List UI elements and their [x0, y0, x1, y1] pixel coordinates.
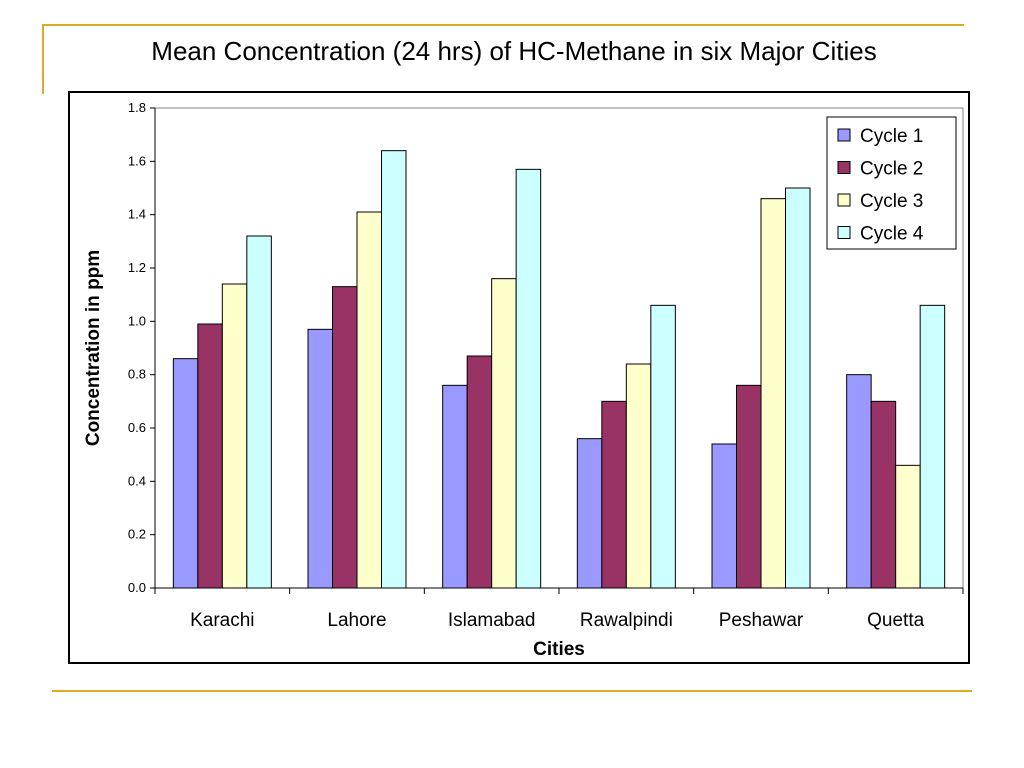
- bar-cycle-3-peshawar: [760, 198, 786, 589]
- bar-cycle-4-islamabad: [515, 168, 542, 589]
- legend-label: Cycle 2: [860, 159, 923, 180]
- chart-legend: Cycle 1 Cycle 2 Cycle 3 Cycle 4: [826, 116, 957, 250]
- x-axis-title: Cities: [533, 639, 585, 660]
- bar-cycle-2-lahore: [332, 286, 358, 589]
- y-tick-label: 1.4: [128, 207, 146, 222]
- y-tick-label: 0.2: [128, 527, 146, 542]
- bar-cycle-1-quetta: [846, 374, 872, 589]
- chart-labels: 0.0 0.2 0.4 0.6 0.8 1.0 1.2 1.4 1.6 1.8 Karachi Lah…: [83, 100, 925, 660]
- y-tick-label: 0.4: [128, 473, 146, 488]
- bar-cycle-2-quetta: [870, 400, 897, 589]
- bar-cycle-3-karachi: [221, 283, 248, 589]
- y-tick-label: 1.8: [128, 100, 146, 115]
- bar-cycle-2-islamabad: [466, 355, 493, 589]
- x-tick-label: Karachi: [190, 610, 254, 631]
- legend-swatch: [837, 193, 851, 207]
- bar-cycle-3-islamabad: [491, 278, 517, 589]
- legend-swatch: [837, 128, 851, 142]
- bar-cycle-4-rawalpindi: [650, 304, 676, 589]
- x-tick-label: Islamabad: [448, 610, 536, 631]
- bar-cycle-1-peshawar: [711, 443, 737, 589]
- bar-cycle-1-islamabad: [442, 384, 468, 589]
- bar-cycle-3-rawalpindi: [625, 363, 652, 589]
- legend-swatch: [837, 226, 851, 239]
- bar-cycle-2-karachi: [197, 323, 223, 589]
- legend-label: Cycle 4: [860, 224, 924, 245]
- y-tick-label: 1.0: [128, 313, 146, 328]
- bar-cycle-4-karachi: [246, 235, 272, 589]
- bar-cycle-1-rawalpindi: [576, 438, 603, 589]
- y-axis-title: Concentration in ppm: [83, 250, 104, 446]
- bar-cycle-4-quetta: [919, 304, 946, 589]
- bar-cycle-3-quetta: [895, 464, 921, 589]
- y-tick-label: 0.6: [128, 420, 146, 435]
- bar-cycle-1-karachi: [172, 358, 199, 589]
- slide-title: Mean Concentration (24 hrs) of HC-Methan…: [151, 36, 877, 66]
- chart-axes: [150, 107, 964, 594]
- bar-cycle-3-lahore: [356, 211, 382, 589]
- legend-label: Cycle 1: [860, 126, 923, 147]
- bar-cycle-1-lahore: [307, 328, 333, 589]
- legend-swatch: [837, 161, 851, 174]
- chart-bars: [172, 150, 946, 589]
- x-tick-label: Quetta: [867, 610, 924, 631]
- y-tick-label: 1.6: [128, 153, 146, 168]
- left-accent-line: [42, 24, 44, 94]
- top-accent-line: [42, 24, 964, 26]
- legend-label: Cycle 3: [860, 191, 923, 212]
- x-tick-label: Peshawar: [719, 610, 804, 631]
- x-tick-label: Rawalpindi: [580, 610, 673, 631]
- bar-cycle-4-lahore: [381, 150, 407, 589]
- x-tick-label: Lahore: [327, 610, 386, 631]
- bar-cycle-2-peshawar: [736, 384, 762, 589]
- y-tick-label: 1.2: [128, 260, 146, 275]
- y-tick-label: 0.8: [128, 367, 146, 382]
- bar-cycle-2-rawalpindi: [601, 400, 627, 589]
- bottom-accent-line: [52, 690, 972, 692]
- bar-cycle-4-peshawar: [785, 187, 811, 589]
- y-tick-label: 0.0: [128, 580, 146, 595]
